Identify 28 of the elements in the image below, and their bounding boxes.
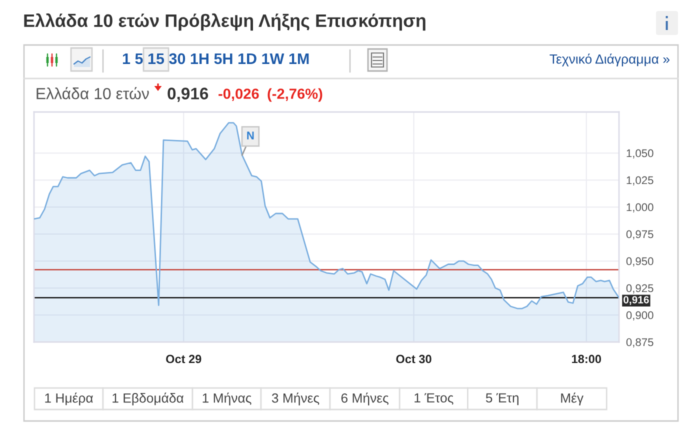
y-tick-label: 1,050 — [626, 149, 654, 158]
text: 6 Μήνες — [341, 392, 388, 406]
text: 5 Έτη — [486, 393, 518, 406]
chart-title: Ελλάδα 10 ετών Πρόβλεψη Λήξης Επισκόπηση — [24, 13, 426, 31]
x-tick-label: Oct 29 — [166, 354, 202, 364]
text: 1 Ημέρα — [45, 392, 93, 406]
text: Τεχνικό Διάγραμμα » — [550, 54, 670, 66]
x-tick-label: Oct 30 — [396, 354, 432, 364]
annotation: N — [247, 132, 254, 140]
text: 1 Μήνας — [202, 392, 252, 406]
text: 0,916 — [168, 88, 208, 102]
text: (-2,76%) — [268, 88, 322, 102]
text: 1 Έτος — [414, 393, 454, 405]
text: 3 Μήνες — [272, 392, 320, 406]
chart-subtitle: Ελλάδα 10 ετών — [36, 87, 149, 100]
y-tick-label: 0,975 — [626, 230, 654, 240]
y-tick-label: 1,000 — [626, 203, 654, 212]
text: Μέγ — [561, 392, 584, 406]
ref-line-label: 0,916 — [624, 296, 649, 305]
y-tick-label: 0,875 — [626, 338, 654, 348]
x-tick-label: 18:00 — [572, 354, 602, 364]
y-tick-label: 1,025 — [626, 176, 654, 186]
text: 1 Εβδομάδα — [112, 392, 184, 406]
text: -0,026 — [218, 88, 259, 102]
y-tick-label: 0,950 — [626, 257, 654, 266]
y-tick-label: 0,900 — [626, 311, 654, 320]
y-tick-label: 0,925 — [626, 284, 654, 294]
text: 1 5 15 30 1H 5H 1D 1W 1M — [122, 53, 309, 64]
